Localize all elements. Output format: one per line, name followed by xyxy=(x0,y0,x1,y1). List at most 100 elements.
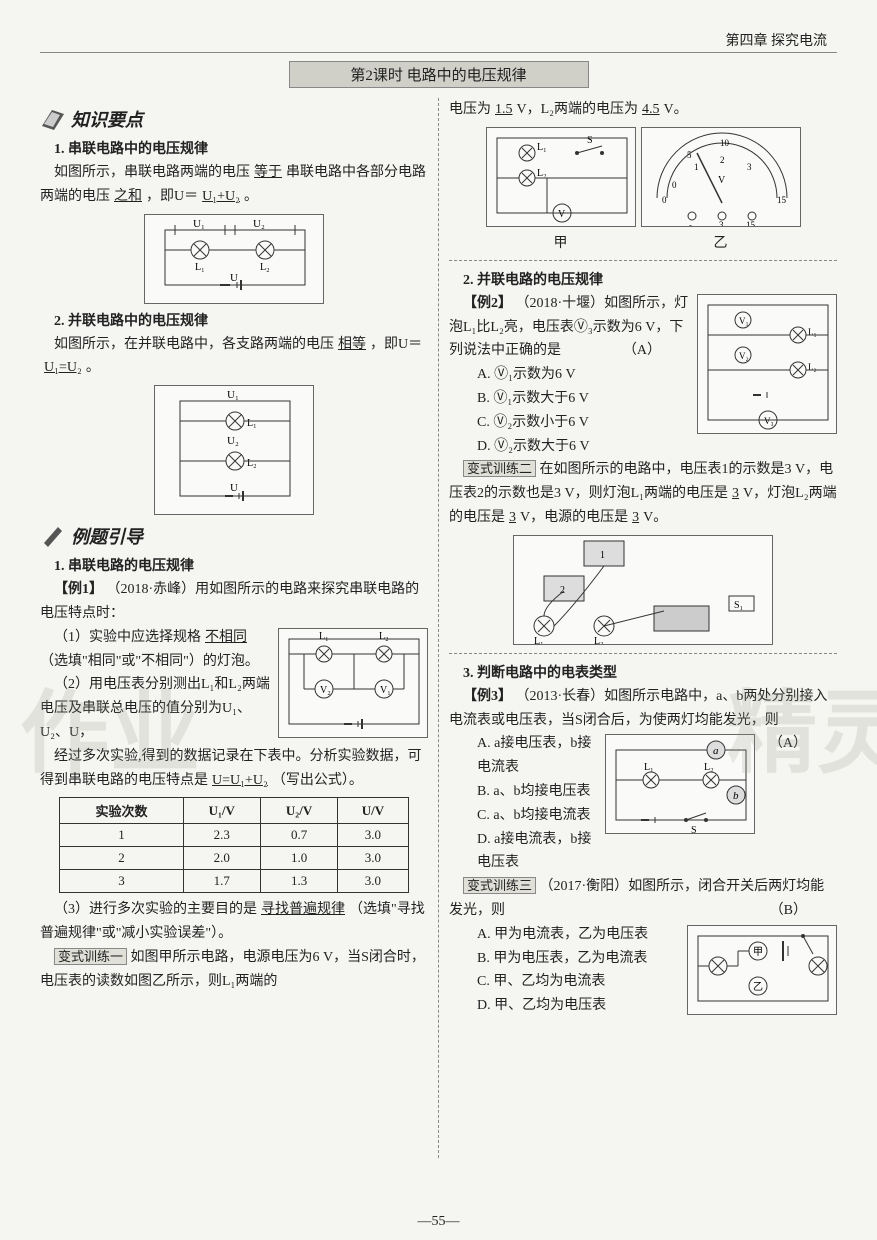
answer: （B） xyxy=(756,899,837,923)
blank: U₁+U₂ xyxy=(198,189,244,204)
svg-text:乙: 乙 xyxy=(753,981,763,993)
series-circuit-diagram: U₁U₂ L₁ L₂ U xyxy=(144,214,324,304)
blank: 等于 xyxy=(250,165,286,180)
book-icon xyxy=(40,108,66,130)
svg-text:L₂: L₂ xyxy=(537,168,547,179)
svg-text:V₁: V₁ xyxy=(739,316,749,326)
blank: 之和 xyxy=(110,189,146,204)
svg-text:L₂: L₂ xyxy=(704,762,714,773)
svg-text:V₂: V₂ xyxy=(320,685,331,696)
variant-tag: 变式训练三 xyxy=(463,877,536,894)
th: U/V xyxy=(338,798,408,824)
text: V，L₂两端的电压为 xyxy=(517,102,639,117)
text: 如图所示，串联电路两端的电压 xyxy=(54,165,250,180)
td: 3 xyxy=(60,870,183,893)
examples-heading: 例题引导 xyxy=(40,523,428,549)
svg-text:L₁: L₁ xyxy=(247,418,257,429)
text: （选填"相同"或"不相同"）的灯泡。 xyxy=(40,654,259,669)
answer: （A） xyxy=(755,732,837,756)
text: （2018·赤峰） xyxy=(107,582,196,597)
text: V。 xyxy=(643,510,667,525)
ex1-stem: 【例1】 （2018·赤峰）用如图所示的电路来探究串联电路的电压特点时： xyxy=(40,578,428,626)
svg-text:L₂: L₂ xyxy=(379,631,389,642)
td: 2.3 xyxy=(183,824,260,847)
svg-text:10: 10 xyxy=(720,138,730,148)
var1-meter-yi: 015 510 0123 V - 3 15 乙 xyxy=(641,122,801,252)
ex1-q3: （3）进行多次实验的主要目的是寻找普遍规律（选填"寻找普遍规律"或"减小实验误差… xyxy=(40,898,428,946)
text: ，即U＝ xyxy=(370,337,422,352)
s3-heading: 3. 判断电路中的电表类型 xyxy=(449,662,837,682)
text: V。 xyxy=(664,102,688,117)
td: 3.0 xyxy=(338,870,408,893)
th: 实验次数 xyxy=(60,798,183,824)
svg-text:U₁: U₁ xyxy=(227,389,239,401)
var2-para: 变式训练二 在如图所示的电路中，电压表1的示数是3 V，电压表2的示数也是3 V… xyxy=(449,458,837,529)
variant-tag: 变式训练一 xyxy=(54,948,127,965)
text: 。 xyxy=(244,189,258,204)
th: U₁/V xyxy=(183,798,260,824)
text: 如图所示，在并联电路中，各支路两端的电压 xyxy=(54,337,334,352)
text: （3）进行多次实验的主要目的是 xyxy=(54,902,257,917)
var1-para: 变式训练一 如图甲所示电路，电源电压为6 V，当S闭合时，电压表的读数如图乙所示… xyxy=(40,946,428,994)
text: （2018·十堰） xyxy=(516,296,605,311)
td: 3.0 xyxy=(338,847,408,870)
svg-text:1: 1 xyxy=(694,162,699,172)
svg-text:2: 2 xyxy=(720,155,725,165)
figure-label: 甲 xyxy=(486,232,636,252)
svg-text:a: a xyxy=(713,745,719,757)
svg-text:U: U xyxy=(230,482,238,494)
svg-text:15: 15 xyxy=(746,220,756,227)
svg-text:L₁: L₁ xyxy=(537,142,547,153)
s1-para: 如图所示，串联电路两端的电压等于串联电路中各部分电路两端的电压之和，即U＝U₁+… xyxy=(40,161,428,209)
answer: （A） xyxy=(609,339,691,363)
td: 2 xyxy=(60,847,183,870)
svg-text:L₁: L₁ xyxy=(644,762,654,773)
var1-circuit-jia: L₁ S L₂ V 甲 xyxy=(486,122,636,252)
svg-text:L₁: L₁ xyxy=(534,636,544,645)
svg-text:3: 3 xyxy=(747,162,752,172)
blank: U=U₁+U₂ xyxy=(208,773,272,788)
option: D. Ⓥ₂示数大于6 V xyxy=(477,435,837,459)
svg-text:0: 0 xyxy=(672,180,677,190)
divider xyxy=(449,653,837,654)
svg-text:V₁: V₁ xyxy=(380,685,391,696)
blank: 3 xyxy=(505,510,520,525)
blank: U₁=U₂ xyxy=(40,360,86,375)
td: 1 xyxy=(60,824,183,847)
blank: 相等 xyxy=(334,337,370,352)
var2-apparatus-diagram: 1 2 L₁ L₂ S₁ xyxy=(513,535,773,645)
s2-para: 如图所示，在并联电路中，各支路两端的电压相等，即U＝ U₁=U₂。 xyxy=(40,333,428,381)
svg-text:5: 5 xyxy=(687,150,692,160)
td: 1.3 xyxy=(260,870,337,893)
text: 。 xyxy=(86,360,100,375)
blank: 3 xyxy=(628,510,643,525)
text: （2013·长春） xyxy=(516,689,605,704)
example-tag: 【例3】 xyxy=(463,689,512,704)
s2r-heading: 2. 并联电路的电压规律 xyxy=(449,269,837,289)
svg-text:15: 15 xyxy=(777,195,787,205)
svg-text:V: V xyxy=(558,209,566,220)
pen-icon xyxy=(40,525,66,547)
s2-heading: 2. 并联电路中的电压规律 xyxy=(40,310,428,330)
column-divider xyxy=(438,98,439,1158)
example-tag: 【例1】 xyxy=(54,582,103,597)
table-row: 22.01.03.0 xyxy=(60,847,408,870)
svg-text:S: S xyxy=(587,135,593,146)
td: 2.0 xyxy=(183,847,260,870)
ex3-stem: 【例3】 （2013·长春）如图所示电路中，a、b两处分别接入电流表或电压表，当… xyxy=(449,685,837,733)
td: 1.0 xyxy=(260,847,337,870)
text: （1）实验中应选择规格 xyxy=(54,630,201,645)
blank: 4.5 xyxy=(638,102,664,117)
ex1-circuit-diagram: L₁ L₂ V₂ V₁ xyxy=(278,628,428,738)
text: （2017·衡阳） xyxy=(540,879,629,894)
table-row: 实验次数 U₁/V U₂/V U/V xyxy=(60,798,408,824)
variant-tag: 变式训练二 xyxy=(463,460,536,477)
svg-text:L₂: L₂ xyxy=(247,458,257,469)
svg-text:L₂: L₂ xyxy=(260,262,270,273)
ex1-heading: 1. 串联电路的电压规律 xyxy=(40,555,428,575)
figure-label: 乙 xyxy=(641,232,801,252)
var1-cont: 电压为1.5V，L₂两端的电压为4.5V。 xyxy=(449,98,837,122)
parallel-circuit-diagram: U₁ L₁ U₂ L₂ U xyxy=(154,385,314,515)
text: ，即U＝ xyxy=(146,189,198,204)
blank: 1.5 xyxy=(491,102,517,117)
